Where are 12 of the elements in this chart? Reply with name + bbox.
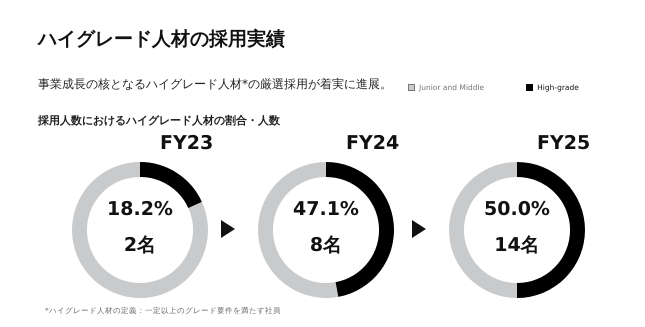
text: 事業成長の核となるハイグレード人材*の厳選採用が着実に進展。 — [38, 76, 392, 93]
chart-title: FY23 — [160, 132, 214, 154]
text: 14名 — [493, 233, 541, 258]
text: 18.2% — [106, 198, 174, 220]
text: 2名 — [122, 233, 158, 258]
text: FY25 — [537, 132, 590, 154]
text: ハイグレード人材の採用実績 — [38, 27, 285, 52]
text: 採用人数におけるハイグレード人材の割合・人数 — [38, 113, 280, 128]
text: 50.0% — [483, 198, 551, 220]
text: 47.1% — [292, 198, 360, 220]
chart-title: FY24 — [346, 132, 400, 154]
text: 8名 — [308, 233, 344, 258]
